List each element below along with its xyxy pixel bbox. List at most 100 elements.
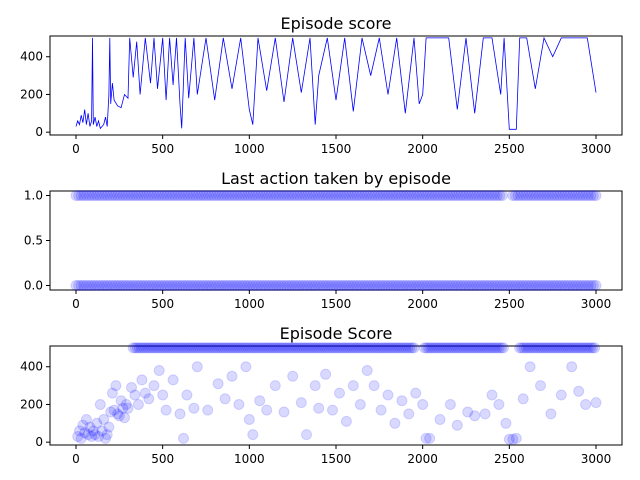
score-point xyxy=(188,402,200,414)
action-point xyxy=(366,190,378,201)
score-point-capped xyxy=(175,342,187,354)
action-point xyxy=(320,190,332,201)
action-point xyxy=(286,190,298,201)
action-point xyxy=(249,280,261,291)
action-point xyxy=(400,190,412,201)
score-point-capped xyxy=(366,342,378,354)
action-point xyxy=(403,190,415,201)
score-point-capped xyxy=(535,342,546,354)
action-point xyxy=(460,280,472,291)
action-point xyxy=(218,190,230,201)
action-point xyxy=(392,190,404,201)
action-point xyxy=(522,190,534,201)
score-point-capped xyxy=(460,342,472,354)
action-point xyxy=(195,190,207,201)
score-point-capped xyxy=(398,342,410,354)
action-point xyxy=(127,190,139,201)
action-point xyxy=(140,280,152,291)
action-point xyxy=(184,190,196,201)
action-point xyxy=(515,190,527,201)
score-point xyxy=(98,414,110,425)
score-point-capped xyxy=(578,342,590,354)
action-point xyxy=(418,280,430,291)
plot3-x-tick-label: 500 xyxy=(151,452,174,466)
action-point xyxy=(330,190,342,201)
action-point xyxy=(582,190,594,201)
score-point-capped xyxy=(308,342,320,354)
action-point xyxy=(213,190,225,201)
action-point xyxy=(257,190,269,201)
score-point-capped xyxy=(468,342,480,354)
action-point xyxy=(567,280,579,291)
action-point xyxy=(585,280,597,291)
score-point-capped xyxy=(589,342,601,354)
score-point xyxy=(94,399,106,410)
action-point xyxy=(255,280,267,291)
score-point-capped xyxy=(497,342,509,354)
score-point-capped xyxy=(443,342,455,354)
action-point xyxy=(322,190,334,201)
score-point xyxy=(368,380,380,392)
score-point-capped xyxy=(312,342,324,354)
score-point-capped xyxy=(262,342,274,354)
action-point xyxy=(218,280,230,291)
action-point xyxy=(390,280,402,291)
action-point xyxy=(535,190,547,201)
score-point-capped xyxy=(458,342,470,354)
action-point xyxy=(247,190,259,201)
score-point-capped xyxy=(161,342,172,354)
score-point-capped xyxy=(358,342,370,354)
action-point xyxy=(385,190,397,201)
score-point-capped xyxy=(325,342,337,354)
score-point-capped xyxy=(208,342,220,354)
score-point-capped xyxy=(254,342,266,354)
score-point xyxy=(167,374,179,386)
score-point-capped xyxy=(177,342,189,354)
score-point xyxy=(86,431,98,442)
action-point xyxy=(86,280,98,291)
action-point xyxy=(101,280,113,291)
score-point-capped xyxy=(464,342,476,354)
action-point xyxy=(99,280,111,291)
score-point-capped xyxy=(185,342,197,354)
action-point xyxy=(585,190,597,201)
action-point xyxy=(299,190,311,201)
action-point xyxy=(486,190,498,201)
score-point-capped xyxy=(285,342,297,354)
score-point-capped xyxy=(371,342,383,354)
action-point xyxy=(387,190,399,201)
action-point xyxy=(278,280,290,291)
action-point xyxy=(530,190,542,201)
action-point xyxy=(138,190,150,201)
score-point xyxy=(309,380,321,392)
plot1-x-tick-label: 2000 xyxy=(407,142,438,156)
score-point-capped xyxy=(188,342,199,354)
action-point xyxy=(158,190,170,201)
action-point xyxy=(590,190,602,201)
score-point xyxy=(517,393,529,405)
action-point xyxy=(114,280,126,291)
score-point-capped xyxy=(441,342,453,354)
action-point xyxy=(372,280,384,291)
score-point xyxy=(320,368,332,380)
action-point xyxy=(491,280,503,291)
last-action-scatter-plot: Last action taken by episode 0 500 1000 150… xyxy=(24,169,623,311)
action-point xyxy=(561,190,573,201)
score-point-capped xyxy=(369,342,380,354)
score-point-capped xyxy=(433,342,445,354)
score-point xyxy=(89,429,101,441)
action-point xyxy=(145,280,157,291)
action-point xyxy=(572,280,584,291)
score-point-capped xyxy=(350,342,362,354)
action-point xyxy=(252,190,264,201)
score-point-capped xyxy=(154,342,166,354)
action-point xyxy=(125,280,137,291)
action-point xyxy=(197,280,209,291)
action-point xyxy=(587,280,599,291)
action-point xyxy=(351,190,363,201)
score-point-capped xyxy=(421,342,432,354)
action-point xyxy=(554,190,566,201)
score-point xyxy=(382,389,394,401)
score-point xyxy=(112,408,124,420)
action-point xyxy=(353,190,365,201)
